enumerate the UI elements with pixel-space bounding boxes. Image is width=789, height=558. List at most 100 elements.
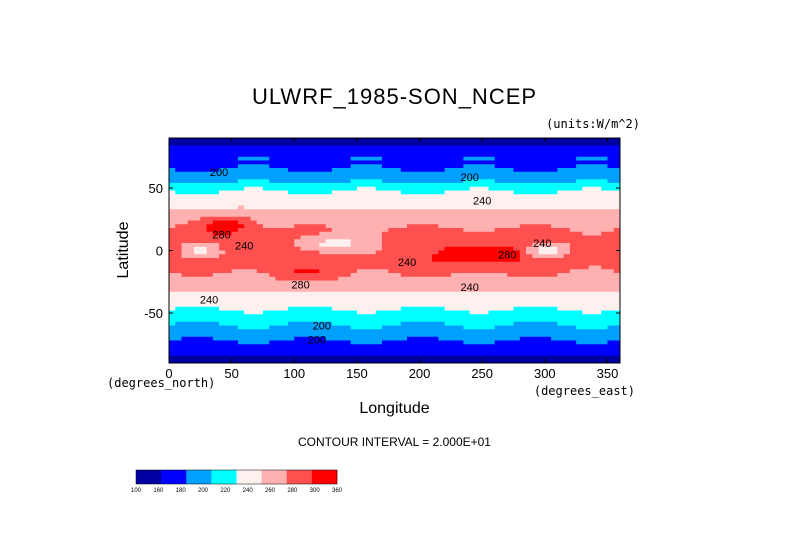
field-cell <box>169 295 621 300</box>
field-cell <box>237 164 270 169</box>
field-cell <box>169 153 621 158</box>
field-cell <box>557 246 571 251</box>
field-cell <box>169 288 621 293</box>
field-cell <box>607 325 621 330</box>
field-cell <box>169 273 182 278</box>
field-cell <box>400 190 446 195</box>
field-cell <box>169 243 182 248</box>
field-cell <box>206 228 239 233</box>
field-cell <box>576 325 608 330</box>
field-cell <box>300 235 383 240</box>
field-cell <box>169 198 621 203</box>
field-cell <box>388 269 571 274</box>
field-cell <box>519 254 533 259</box>
field-cell <box>569 246 621 251</box>
field-cell <box>526 250 539 255</box>
contour-label: 280 <box>291 279 309 291</box>
field-cell <box>513 306 558 311</box>
field-cell <box>181 246 195 251</box>
legend-swatch <box>186 470 212 484</box>
field-cell <box>237 340 270 345</box>
x-unit-right-label: (degrees_east) <box>533 384 635 398</box>
field-cell <box>444 321 514 326</box>
field-cell <box>469 310 489 315</box>
contour-label: 240 <box>460 282 478 294</box>
field-cell <box>169 239 295 244</box>
field-cell <box>256 269 295 274</box>
field-cell <box>262 224 295 229</box>
field-cell <box>212 231 233 236</box>
field-cell <box>356 186 377 191</box>
field-cell <box>319 250 377 255</box>
field-cell <box>275 276 339 281</box>
x-tick-label: 0 <box>165 366 172 381</box>
field-cell <box>269 325 352 330</box>
chart-title: ULWRF_1985-SON_NCEP <box>251 84 538 109</box>
field-cell <box>169 145 621 150</box>
field-cell <box>181 254 220 259</box>
field-cell <box>438 336 521 341</box>
field-cell <box>225 250 320 255</box>
field-cell <box>444 168 514 173</box>
contour-label: 240 <box>533 238 551 250</box>
field-cell <box>331 228 389 233</box>
field-cell <box>450 273 508 278</box>
field-cell <box>175 168 220 173</box>
field-cell <box>206 250 226 255</box>
field-cell <box>613 269 621 274</box>
field-cell <box>325 239 352 244</box>
units-label: (units:W/m^2) <box>546 117 640 131</box>
field-cell <box>169 344 621 349</box>
field-cell <box>219 243 295 248</box>
field-cell <box>557 306 621 311</box>
field-cell <box>381 325 464 330</box>
field-cell <box>200 216 251 221</box>
field-cell <box>169 209 621 214</box>
field-cell <box>206 246 220 251</box>
field-cell <box>400 273 452 278</box>
field-cell <box>381 239 621 244</box>
field-cell <box>237 228 333 233</box>
field-cell <box>463 156 496 161</box>
field-cell <box>325 224 408 229</box>
field-cell <box>300 246 383 251</box>
field-cell <box>463 340 496 345</box>
field-cell <box>169 321 176 326</box>
field-cell <box>463 228 496 233</box>
axes: 0 50 100 150 200 250 300 350 50 0 -50 <box>144 137 621 381</box>
legend-tick-label: 260 <box>265 488 276 494</box>
field-cell <box>381 156 464 161</box>
field-cell <box>507 273 558 278</box>
field-cell <box>613 228 621 233</box>
field-cell <box>532 243 571 248</box>
field-cell <box>237 205 245 210</box>
field-cell <box>169 246 182 251</box>
contour-label: 240 <box>235 241 253 253</box>
field-cell <box>519 224 552 229</box>
field-cell <box>237 179 270 184</box>
x-axis-label: Longitude <box>359 400 430 417</box>
field-cell <box>400 168 446 173</box>
field-cell <box>237 156 270 161</box>
y-tick-label: -50 <box>144 306 163 321</box>
field-cell <box>169 348 621 353</box>
field-cell <box>331 306 402 311</box>
field-cell <box>407 336 439 341</box>
legend-tick-label: 220 <box>220 488 231 494</box>
field-cell <box>219 168 289 173</box>
field-cell <box>169 156 239 161</box>
field-cell <box>269 164 352 169</box>
field-cell <box>250 216 621 221</box>
field-cell <box>237 325 270 330</box>
field-cell <box>212 220 239 225</box>
field-cell <box>381 179 464 184</box>
field-cell <box>169 318 621 323</box>
field-cell <box>601 231 621 236</box>
field-cell <box>262 186 358 191</box>
field-cell <box>181 273 214 278</box>
field-cell <box>319 243 352 248</box>
field-cell <box>551 224 621 229</box>
field-cell <box>381 243 533 248</box>
field-cell <box>194 246 207 251</box>
